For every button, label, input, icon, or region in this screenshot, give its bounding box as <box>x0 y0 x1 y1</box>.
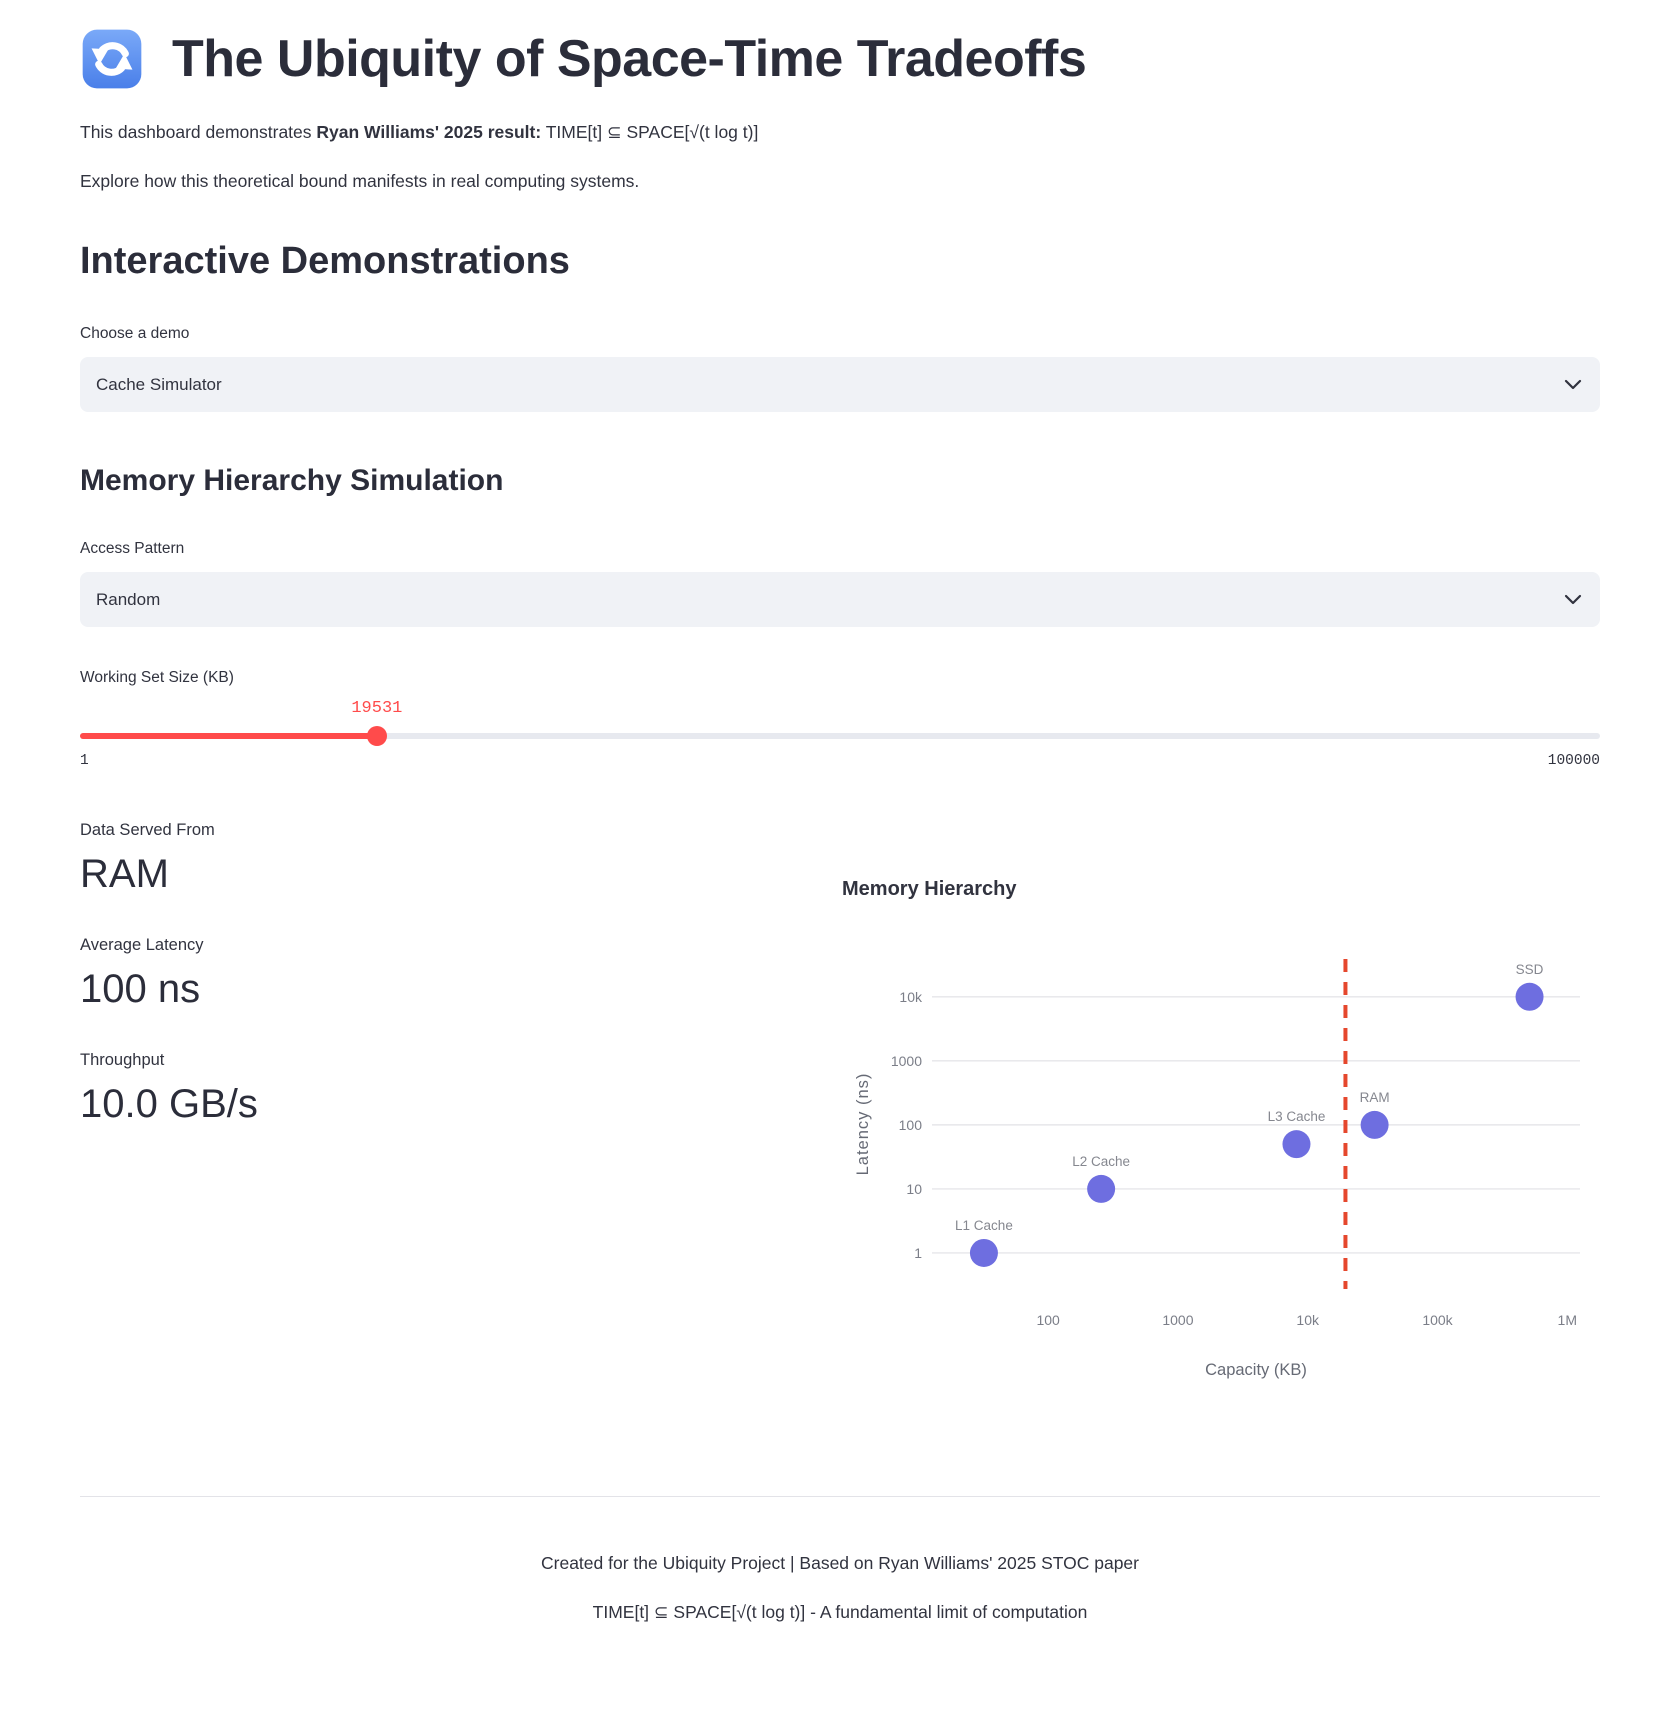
page-header: The Ubiquity of Space-Time Tradeoffs <box>80 26 1600 92</box>
metric-average-latency: Average Latency 100 ns <box>80 936 764 1013</box>
working-set-size-slider: 19531 1 100000 <box>80 699 1600 769</box>
metrics-column: Data Served From RAM Average Latency 100… <box>80 821 764 1166</box>
footer-line-1: Created for the Ubiquity Project | Based… <box>541 1553 1139 1574</box>
svg-text:Latency (ns): Latency (ns) <box>854 1073 872 1176</box>
svg-text:L3 Cache: L3 Cache <box>1268 1110 1326 1125</box>
svg-text:Memory Hierarchy: Memory Hierarchy <box>842 878 1017 900</box>
slider-min-label: 1 <box>80 753 89 770</box>
metric-label: Throughput <box>80 1051 165 1070</box>
svg-text:L1 Cache: L1 Cache <box>955 1218 1013 1233</box>
intro-normal: This dashboard demonstrates <box>80 122 317 142</box>
working-set-size-label: Working Set Size (KB) <box>80 669 234 687</box>
svg-text:1000: 1000 <box>1162 1312 1193 1328</box>
access-pattern-select[interactable]: Random <box>80 572 1600 628</box>
svg-text:100k: 100k <box>1422 1312 1453 1328</box>
svg-text:RAM: RAM <box>1360 1090 1390 1105</box>
memory-hierarchy-chart[interactable]: Memory Hierarchy 1 10 100 1000 10k 100 1000 10k 1… <box>840 859 1600 1434</box>
footer-line-2: TIME[t] ⊆ SPACE[√(t log t)] - A fundamen… <box>592 1602 1088 1623</box>
svg-text:10k: 10k <box>1296 1312 1320 1328</box>
svg-text:100: 100 <box>899 1117 923 1133</box>
footer-divider <box>80 1496 1600 1498</box>
page-title: The Ubiquity of Space-Time Tradeoffs <box>172 30 1087 88</box>
intro-line: This dashboard demonstrates Ryan William… <box>80 120 1600 145</box>
slider-minmax: 1 100000 <box>80 753 1600 769</box>
metric-label: Data Served From <box>80 821 215 840</box>
svg-text:10: 10 <box>906 1181 922 1197</box>
slider-fill <box>80 733 377 740</box>
svg-text:1M: 1M <box>1558 1312 1577 1328</box>
chevron-down-icon <box>1564 380 1582 390</box>
results-row: Data Served From RAM Average Latency 100… <box>80 821 1600 1434</box>
svg-text:100: 100 <box>1036 1312 1060 1328</box>
svg-text:1: 1 <box>914 1245 922 1261</box>
svg-text:SSD: SSD <box>1516 962 1544 977</box>
main-page: The Ubiquity of Space-Time Tradeoffs Thi… <box>80 26 1600 1623</box>
section-heading-simulation: Memory Hierarchy Simulation <box>80 464 504 498</box>
metric-value: 100 ns <box>80 967 201 1012</box>
intro-formula: TIME[t] ⊆ SPACE[√(t log t)] <box>541 122 759 142</box>
intro-line-2: Explore how this theoretical bound manif… <box>80 171 640 192</box>
access-pattern-label: Access Pattern <box>80 540 185 558</box>
svg-text:10k: 10k <box>899 989 923 1005</box>
metric-label: Average Latency <box>80 936 204 955</box>
slider-track[interactable] <box>80 726 1600 747</box>
access-pattern-value: Random <box>96 589 161 609</box>
metric-value: 10.0 GB/s <box>80 1082 258 1127</box>
demo-select-value: Cache Simulator <box>96 374 222 394</box>
choose-demo-label: Choose a demo <box>80 325 190 343</box>
svg-text:1000: 1000 <box>891 1053 922 1069</box>
metric-value: RAM <box>80 852 169 897</box>
demo-select[interactable]: Cache Simulator <box>80 357 1600 413</box>
metric-data-served-from: Data Served From RAM <box>80 821 764 898</box>
chart-column: Memory Hierarchy 1 10 100 1000 10k 100 1000 10k 1… <box>840 821 1600 1434</box>
slider-current-value: 19531 <box>351 699 403 719</box>
svg-text:L2 Cache: L2 Cache <box>1072 1154 1130 1169</box>
svg-text:Capacity (KB): Capacity (KB) <box>1205 1361 1307 1379</box>
slider-max-label: 100000 <box>1547 753 1600 770</box>
chevron-down-icon <box>1564 595 1582 605</box>
metric-throughput: Throughput 10.0 GB/s <box>80 1051 764 1128</box>
section-heading-demos: Interactive Demonstrations <box>80 240 570 283</box>
counterclockwise-arrows-icon <box>82 29 142 89</box>
slider-thumb[interactable] <box>366 726 387 747</box>
intro-bold: Ryan Williams' 2025 result: <box>316 122 542 142</box>
